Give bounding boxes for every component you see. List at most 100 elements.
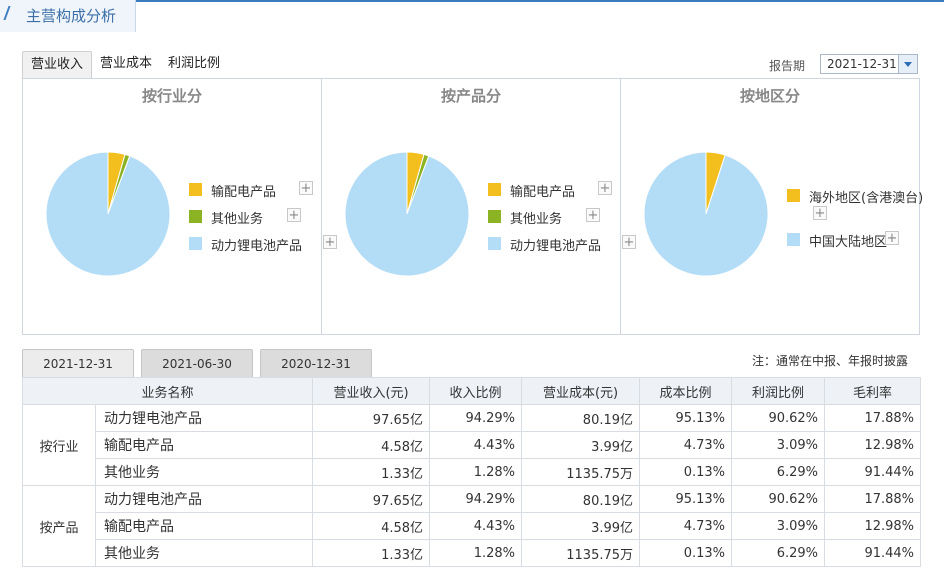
- tab-date-2021-12-31[interactable]: 2021-12-31: [22, 349, 134, 378]
- chart-title: 按产品分: [440, 87, 501, 105]
- expand-plus-icon[interactable]: +: [287, 208, 301, 223]
- pie-chart-industry: [45, 151, 171, 277]
- value-cell: 0.13%: [639, 539, 733, 567]
- legend-swatch: [488, 237, 501, 250]
- value-cell: 91.44%: [824, 539, 922, 567]
- expand-plus-icon[interactable]: +: [299, 181, 313, 196]
- table-header-row: 业务名称 营业收入(元) 收入比例 营业成本(元) 成本比例 利润比例 毛利率: [21, 377, 922, 405]
- page-title: 主营构成分析: [26, 7, 117, 25]
- group-label: 按产品: [22, 485, 96, 567]
- value-cell: 90.62%: [731, 485, 826, 513]
- value-cell: 4.58亿: [312, 431, 431, 459]
- table-row: 输配电产品 4.58亿 4.43% 3.99亿 4.73% 3.09% 12.98%: [23, 431, 922, 459]
- legend-swatch: [787, 233, 800, 246]
- legend-label: 输配电产品: [211, 185, 277, 200]
- value-cell: 6.29%: [731, 458, 826, 486]
- legend-label: 其他业务: [211, 212, 264, 227]
- pie-chart-product: [344, 151, 470, 277]
- column-header: 收入比例: [429, 377, 523, 405]
- metric-tabs: 营业收入 营业成本 利润比例: [22, 51, 228, 79]
- pie-slice[interactable]: [45, 151, 171, 277]
- legend-swatch: [189, 210, 202, 223]
- business-name-cell: 其他业务: [94, 539, 314, 567]
- table-row: 按产品 动力锂电池产品 97.65亿 94.29% 80.19亿 95.13% 90.62%…: [22, 485, 922, 567]
- value-cell: 1.28%: [429, 458, 523, 486]
- legend-swatch: [189, 183, 202, 196]
- legend-label: 海外地区(含港澳台): [809, 191, 924, 206]
- tab-profit-ratio[interactable]: 利润比例: [168, 56, 221, 71]
- value-cell: 1.28%: [429, 539, 523, 567]
- tab-date-2021-06-30[interactable]: 2021-06-30: [141, 349, 253, 377]
- value-cell: 90.62%: [731, 404, 826, 432]
- tab-cost[interactable]: 营业成本: [100, 56, 153, 71]
- period-select-value: 2021-12-31: [827, 57, 897, 71]
- value-cell: 0.13%: [639, 458, 733, 486]
- value-cell: 3.09%: [731, 512, 826, 540]
- value-cell: 95.13%: [639, 485, 733, 513]
- pie-chart-region: [643, 151, 769, 277]
- column-header: 毛利率: [824, 377, 922, 405]
- legend-swatch: [787, 189, 800, 202]
- tab-date-2020-12-31[interactable]: 2020-12-31: [260, 349, 372, 377]
- column-header: 营业成本(元): [521, 377, 641, 405]
- expand-plus-icon[interactable]: +: [885, 231, 899, 246]
- value-cell: 3.99亿: [521, 431, 641, 459]
- value-cell: 1.33亿: [312, 539, 431, 567]
- value-cell: 3.09%: [731, 431, 826, 459]
- column-header: 成本比例: [639, 377, 733, 405]
- value-cell: 1135.75万: [521, 458, 641, 486]
- expand-plus-icon[interactable]: +: [598, 181, 612, 196]
- value-cell: 4.43%: [429, 512, 523, 540]
- chart-title: 按地区分: [739, 87, 800, 105]
- value-cell: 17.88%: [824, 485, 922, 513]
- chevron-down-icon[interactable]: [898, 55, 917, 73]
- table-row: 其他业务 1.33亿 1.28% 1135.75万 0.13% 6.29% 91.44%: [23, 539, 922, 567]
- value-cell: 1.33亿: [312, 458, 431, 486]
- legend-label: 动力锂电池产品: [510, 239, 602, 254]
- business-name-cell: 输配电产品: [94, 431, 314, 459]
- value-cell: 95.13%: [639, 404, 733, 432]
- value-cell: 80.19亿: [521, 485, 641, 513]
- value-cell: 4.43%: [429, 431, 523, 459]
- pie-slice[interactable]: [643, 151, 769, 277]
- value-cell: 1135.75万: [521, 539, 641, 567]
- legend-swatch: [189, 237, 202, 250]
- value-cell: 12.98%: [824, 512, 922, 540]
- period-label: 报告期: [769, 59, 806, 73]
- table-row: 其他业务 1.33亿 1.28% 1135.75万 0.13% 6.29% 91.44%: [23, 458, 922, 486]
- value-cell: 4.73%: [639, 512, 733, 540]
- value-cell: 80.19亿: [521, 404, 641, 432]
- header-accent-bar: [0, 0, 944, 2]
- header-tick-icon: [3, 6, 19, 20]
- legend-swatch: [488, 183, 501, 196]
- tab-revenue[interactable]: 营业收入: [22, 51, 93, 79]
- legend-swatch: [488, 210, 501, 223]
- expand-plus-icon[interactable]: +: [323, 235, 337, 250]
- value-cell: 97.65亿: [312, 485, 431, 513]
- value-cell: 94.29%: [429, 404, 523, 432]
- group-label: 按行业: [22, 404, 96, 486]
- period-select[interactable]: 2021-12-31: [820, 54, 918, 74]
- column-header: 业务名称: [21, 377, 314, 405]
- value-cell: 94.29%: [429, 485, 523, 513]
- pie-slice[interactable]: [344, 151, 470, 277]
- expand-plus-icon[interactable]: +: [622, 235, 636, 250]
- business-name-cell: 动力锂电池产品: [94, 485, 314, 513]
- legend-label: 动力锂电池产品: [211, 239, 303, 254]
- chart-box-product: 按产品分 输配电产品 + 其他业务 + 动力锂电池产品 +: [322, 79, 636, 334]
- legend-label: 其他业务: [510, 212, 563, 227]
- value-cell: 4.58亿: [312, 512, 431, 540]
- business-name-cell: 输配电产品: [94, 512, 314, 540]
- legend-label: 输配电产品: [510, 185, 576, 200]
- disclosure-note: 注：通常在中报、年报时披露: [752, 354, 909, 368]
- value-cell: 97.65亿: [312, 404, 431, 432]
- charts-panel: 按行业分 输配电产品 + 其他业务 + 动力锂电池产品 + 按产品分: [22, 78, 923, 335]
- header-title-tab: 主营构成分析: [0, 0, 136, 32]
- expand-plus-icon[interactable]: +: [813, 206, 827, 221]
- chart-box-region: 按地区分 海外地区(含港澳台) + 中国大陆地区 +: [621, 79, 923, 334]
- business-name-cell: 动力锂电池产品: [94, 404, 314, 432]
- table-row: 按行业 动力锂电池产品 97.65亿 94.29% 80.19亿 95.13% 90.62%…: [22, 404, 922, 486]
- chart-box-industry: 按行业分 输配电产品 + 其他业务 + 动力锂电池产品 +: [23, 79, 337, 334]
- value-cell: 4.73%: [639, 431, 733, 459]
- expand-plus-icon[interactable]: +: [586, 208, 600, 223]
